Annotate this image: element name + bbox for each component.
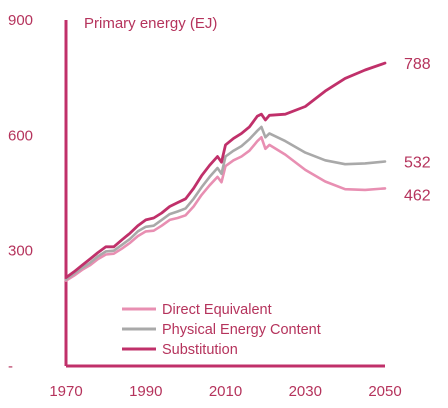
x-axis-ticks: 1970 1990 2010 2030 2050 [49, 383, 401, 400]
end-label-direct-equivalent: 462 [404, 187, 431, 204]
series-end-labels: 462 532 788 [404, 56, 431, 204]
legend: Direct Equivalent Physical Energy Content… [122, 302, 321, 358]
y-tick-label: 600 [8, 127, 33, 144]
x-tick-label: 2010 [209, 383, 242, 400]
x-tick-label: 1990 [129, 383, 162, 400]
end-label-physical-energy-content: 532 [404, 154, 431, 171]
legend-label: Direct Equivalent [162, 302, 272, 318]
series-lines [64, 61, 387, 283]
y-axis-ticks: 900 600 300 - [8, 12, 33, 375]
x-tick-label: 2030 [289, 383, 322, 400]
y-tick-label: 900 [8, 12, 33, 29]
y-axis-label: Primary energy (EJ) [84, 15, 217, 32]
legend-label: Substitution [162, 342, 238, 358]
y-tick-label: 300 [8, 243, 33, 260]
series-line-substitution [64, 61, 387, 280]
x-tick-label: 1970 [49, 383, 82, 400]
legend-label: Physical Energy Content [162, 322, 321, 338]
end-label-substitution: 788 [404, 56, 431, 73]
x-tick-label: 2050 [368, 383, 401, 400]
y-tick-label: - [8, 358, 13, 375]
series-line-direct-equivalent [64, 136, 387, 283]
series-line-physical-energy-content [64, 125, 387, 281]
